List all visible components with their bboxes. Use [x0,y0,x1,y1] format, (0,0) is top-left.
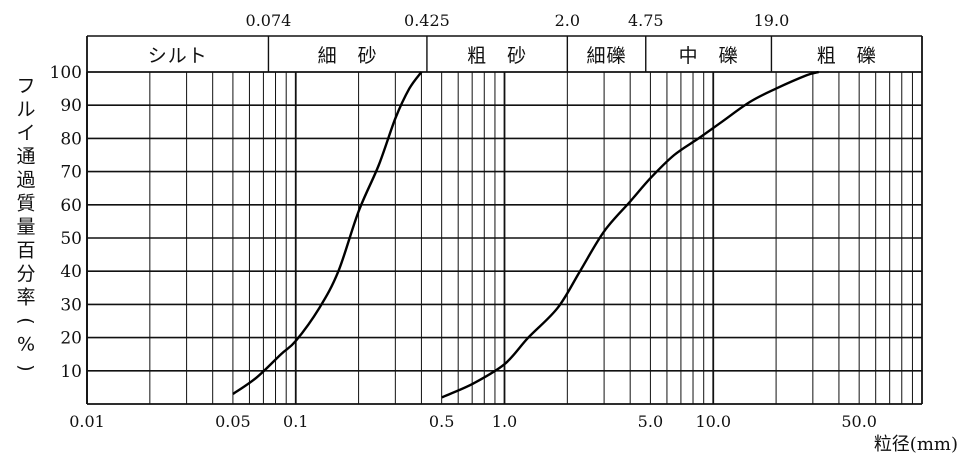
y-axis-label-char: ル [16,99,35,121]
category-label: 粗 礫 [817,45,877,67]
major-gridlines [86,36,923,405]
x-tick-label: 1.0 [492,412,517,431]
category-label: シルト [148,45,208,67]
y-axis-label-char: 率 [16,287,35,309]
category-label: 細 砂 [318,45,378,67]
x-axis-label: 粒径(mm) [874,434,958,455]
y-axis-label-char: 分 [16,263,35,285]
y-axis-label-char: 百 [16,240,35,262]
y-tick-label: 70 [60,163,82,183]
x-tick-label: 0.5 [429,412,454,431]
x-tick-label: 0.05 [215,412,251,431]
y-tick-labels: 10 20 30 40 50 60 70 80 90 100 [50,63,82,382]
category-band: シルト 細 砂 粗 砂 細礫 中 礫 粗 礫 [87,35,922,72]
y-axis-label-char: ( [15,317,37,324]
y-axis-label-char: 量 [16,216,35,238]
y-tick-label: 40 [60,262,82,282]
x-tick-label: 0.01 [69,412,105,431]
y-axis-label-char: 過 [16,169,35,191]
y-tick-label: 10 [60,362,82,382]
grading-curve-1 [232,71,423,395]
y-axis-label-char: 質 [16,193,35,215]
y-axis-label-char: フ [16,75,35,97]
category-label: 中 礫 [679,45,739,67]
boundary-label: 4.75 [628,11,664,30]
x-tick-label: 5.0 [638,412,663,431]
y-axis-label-char: 通 [16,146,35,168]
y-tick-label: 60 [60,196,82,216]
y-axis-label-char: ) [15,364,37,371]
boundary-labels: 0.074 0.425 2.0 4.75 19.0 [246,11,790,30]
category-label: 粗 砂 [467,45,527,67]
y-tick-label: 90 [60,96,82,116]
grading-curve-2 [441,70,820,399]
boundary-label: 0.074 [246,11,292,30]
y-axis-label-char: イ [16,122,35,144]
category-label: 細礫 [587,45,627,67]
y-tick-label: 50 [60,229,82,249]
y-tick-label: 80 [60,129,82,149]
x-tick-label: 0.1 [283,412,308,431]
y-tick-label: 30 [60,295,82,315]
boundary-label: 19.0 [754,11,790,30]
y-tick-label: 20 [60,329,82,349]
x-tick-label: 10.0 [695,412,731,431]
y-axis-label-char: % [17,334,35,356]
y-tick-label: 100 [50,63,82,83]
curves [232,70,820,399]
boundary-label: 0.425 [404,11,450,30]
x-tick-label: 50.0 [841,412,877,431]
x-tick-labels: 0.01 0.05 0.1 0.5 1.0 5.0 10.0 50.0 [69,412,877,431]
boundary-label: 2.0 [555,11,580,30]
